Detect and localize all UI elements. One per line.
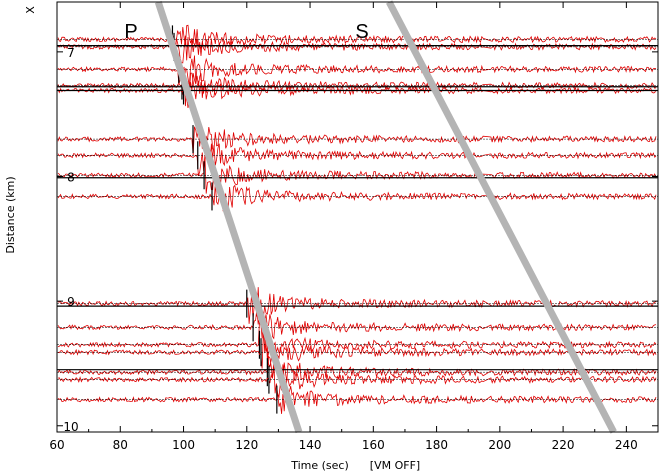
seismic-trace — [57, 55, 657, 87]
seismic-trace — [57, 331, 657, 369]
trace-layer — [57, 24, 658, 414]
plot-frame — [56, 1, 659, 433]
seismic-trace — [57, 154, 657, 194]
seismic-trace — [57, 126, 657, 156]
reference-line-layer — [57, 45, 658, 371]
x-tick-label: 240 — [615, 438, 638, 452]
x-axis-title: Time (sec) — [290, 459, 349, 472]
y-axis-title: Distance (km) — [4, 176, 17, 253]
x-tick-label: 220 — [552, 438, 575, 452]
y-tick-label: 10 — [63, 420, 78, 434]
x-tick-label: 160 — [362, 438, 385, 452]
y-axis-ticks: 7 8 9 10 — [57, 46, 658, 434]
seismic-trace — [57, 72, 657, 109]
seismic-trace — [57, 141, 657, 176]
p-phase-label: P — [124, 21, 137, 43]
y-tick-label: 7 — [67, 46, 75, 60]
x-tick-label: 120 — [235, 438, 258, 452]
corner-axis-label: X — [24, 6, 37, 14]
seismic-trace — [57, 24, 657, 53]
s-phase-label: S — [355, 21, 368, 43]
x-tick-label: 100 — [172, 438, 195, 452]
x-axis-note: [VM OFF] — [370, 459, 420, 472]
x-tick-label: 180 — [425, 438, 448, 452]
x-tick-label: 80 — [113, 438, 128, 452]
x-tick-label: 140 — [299, 438, 322, 452]
seismic-trace — [57, 386, 657, 414]
y-tick-label: 8 — [67, 170, 75, 184]
x-tick-label: 200 — [488, 438, 511, 452]
x-axis-ticks: 60 80 100 120 140 160 180 200 220 240 — [49, 2, 659, 452]
phase-line-layer — [154, 0, 617, 434]
y-tick-label: 9 — [67, 295, 75, 309]
seismic-trace — [57, 360, 657, 399]
seismic-trace — [57, 183, 657, 212]
seismic-trace — [57, 35, 657, 64]
phase-line-p — [154, 0, 303, 434]
phase-line-s — [386, 0, 617, 434]
x-tick-label: 60 — [49, 438, 64, 452]
